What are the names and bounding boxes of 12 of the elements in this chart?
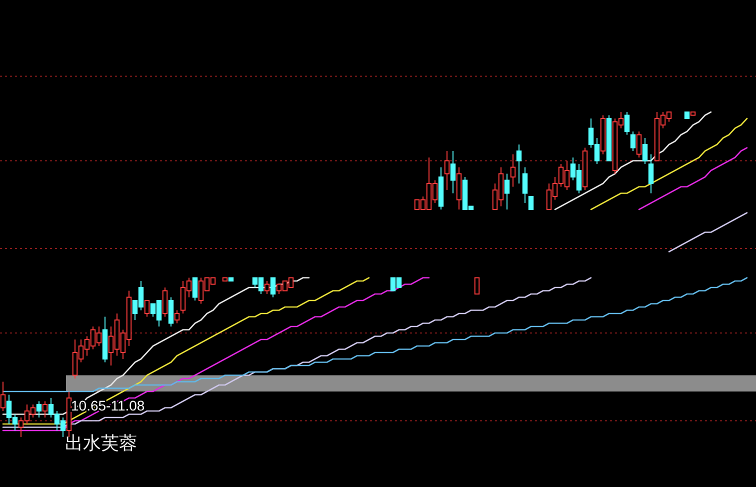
- candlestick: [648, 154, 654, 194]
- candlestick: [522, 166, 528, 204]
- candlestick: [162, 287, 168, 318]
- candlestick: [444, 150, 450, 190]
- candlestick: [102, 316, 108, 363]
- candlestick: [510, 154, 516, 188]
- candlestick: [456, 166, 462, 210]
- candlestick: [504, 173, 510, 210]
- candlestick: [450, 150, 456, 194]
- candlestick: [516, 144, 522, 184]
- candlestick: [624, 112, 630, 136]
- annotation: 出水芙蓉: [65, 433, 137, 454]
